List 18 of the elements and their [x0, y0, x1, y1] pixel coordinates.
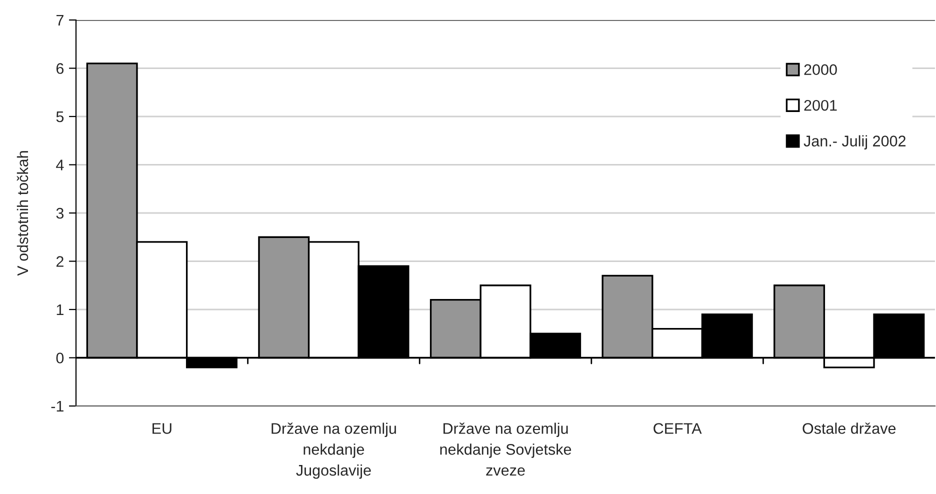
y-tick-label: 7 [56, 15, 64, 26]
legend-label: Jan.- Julij 2002 [804, 135, 906, 150]
y-axis-title: V odstotnih točkah [16, 151, 28, 276]
y-tick-label: 0 [56, 352, 64, 364]
legend-label: 2000 [804, 64, 837, 76]
y-tick-label: 6 [56, 63, 64, 74]
x-tick-label: Ostale države [802, 422, 896, 434]
x-tick-label: CEFTA [654, 423, 702, 434]
legend-label: 2001 [804, 100, 837, 111]
y-tick-label: -1 [51, 401, 64, 412]
x-tick-label: Države na ozemlju nekdanje Jugoslavije [272, 422, 396, 479]
y-tick-label: 4 [56, 160, 64, 170]
y-tick-label: 5 [56, 112, 64, 122]
y-tick-label: 3 [56, 208, 64, 219]
x-tick-label: EU [152, 423, 172, 434]
x-tick-label: Države na ozemlju nekdanje Sovjetske zveze [440, 422, 572, 476]
y-tick-label: 2 [56, 256, 64, 267]
y-tick-label: 1 [56, 304, 64, 316]
